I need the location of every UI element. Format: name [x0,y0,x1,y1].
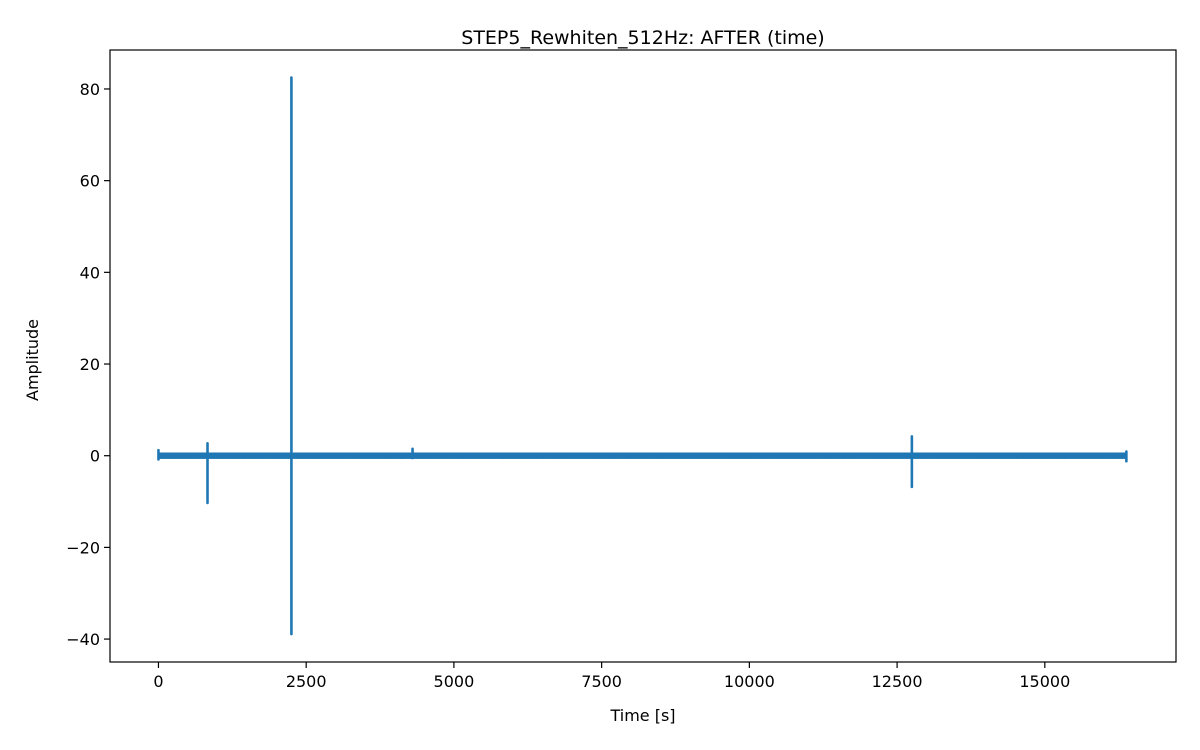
y-tick-label: 40 [80,263,100,282]
x-tick-label: 12500 [872,672,923,691]
y-axis-label: Amplitude [23,319,42,401]
y-tick-label: 80 [80,80,100,99]
noise-band [158,452,1127,459]
y-axis: −40 −20 0 20 40 60 80 [66,80,110,649]
x-tick-label: 5000 [434,672,475,691]
x-tick-label: 15000 [1019,672,1070,691]
y-tick-label: 60 [80,172,100,191]
x-tick-label: 2500 [286,672,327,691]
x-tick-label: 0 [153,672,163,691]
x-tick-label: 7500 [581,672,622,691]
x-tick-label: 10000 [724,672,775,691]
x-axis: 0 2500 5000 7500 10000 12500 15000 [153,662,1070,691]
y-tick-label: 0 [90,447,100,466]
y-tick-label: −20 [66,538,100,557]
x-axis-label: Time [s] [609,706,675,725]
series-line [157,76,1128,636]
plot-area [157,76,1128,636]
y-tick-label: −40 [66,630,100,649]
y-tick-label: 20 [80,355,100,374]
plot-frame [109,49,1177,663]
chart-title: STEP5_Rewhiten_512Hz: AFTER (time) [461,27,824,49]
